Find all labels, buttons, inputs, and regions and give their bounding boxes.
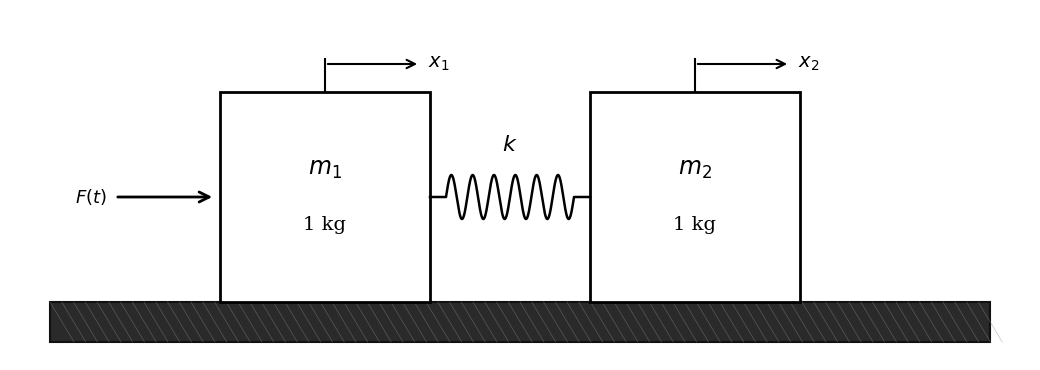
Text: $m_1$: $m_1$ — [308, 158, 342, 181]
Text: $m_2$: $m_2$ — [678, 158, 712, 181]
Text: $k$: $k$ — [502, 134, 518, 156]
Bar — [50, 302, 990, 342]
Text: 1 kg: 1 kg — [674, 216, 717, 234]
Text: 1 kg: 1 kg — [304, 216, 346, 234]
Text: $F(t)$: $F(t)$ — [75, 187, 107, 207]
Bar — [220, 92, 430, 302]
Text: $x_2$: $x_2$ — [798, 55, 820, 73]
Bar — [590, 92, 800, 302]
Text: $x_1$: $x_1$ — [428, 55, 449, 73]
